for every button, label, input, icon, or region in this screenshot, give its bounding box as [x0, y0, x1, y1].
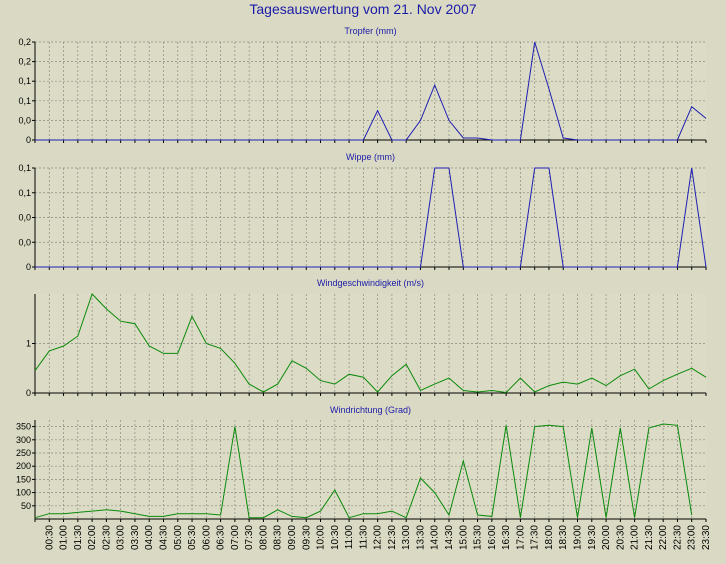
- x-tick-label: 05:30: [187, 525, 198, 550]
- x-tick-label: 22:00: [658, 525, 669, 550]
- series-line: [34, 293, 707, 394]
- x-tick-label: 21:00: [630, 525, 641, 550]
- x-tick-label: 08:30: [273, 525, 284, 550]
- x-tick-label: 07:00: [230, 525, 241, 550]
- y-tick-label: 250: [16, 448, 31, 458]
- x-tick-label: 23:00: [687, 525, 698, 550]
- x-tick-label: 05:00: [173, 525, 184, 550]
- x-tick-label: 11:30: [358, 525, 369, 550]
- y-tick-label: 100: [16, 488, 31, 498]
- x-tick-label: 09:00: [287, 525, 298, 550]
- x-tick-label: 11:00: [344, 525, 355, 550]
- plot-background: [35, 294, 706, 393]
- series-line: [35, 167, 707, 268]
- y-tick-label: 0,1: [18, 163, 31, 173]
- x-tick-label: 20:30: [615, 525, 626, 550]
- x-tick-label: 01:30: [73, 525, 84, 550]
- x-tick-label: 00:30: [44, 525, 55, 550]
- y-tick-label: 200: [16, 461, 31, 471]
- panel-title: Windrichtung (Grad): [330, 405, 411, 415]
- x-tick-label: 14:00: [430, 525, 441, 550]
- y-tick-label: 0,1: [18, 96, 31, 106]
- y-tick-label: 0,0: [18, 213, 31, 223]
- y-tick-label: 300: [16, 435, 31, 445]
- x-tick-label: 01:00: [59, 525, 70, 550]
- x-tick-label: 02:30: [101, 525, 112, 550]
- plot-background: [35, 168, 706, 267]
- y-tick-label: 0: [26, 135, 31, 145]
- y-tick-label: 50: [21, 501, 31, 511]
- x-tick-label: 16:30: [501, 525, 512, 550]
- x-tick-label: 04:00: [144, 525, 155, 550]
- x-tick-label: 16:00: [487, 525, 498, 550]
- y-tick-label: 1: [26, 339, 31, 349]
- y-tick-label: 150: [16, 474, 31, 484]
- y-tick-label: 0,1: [18, 76, 31, 86]
- x-tick-label: 22:30: [672, 525, 683, 550]
- x-tick-label: 07:30: [244, 525, 255, 550]
- x-tick-label: 15:00: [458, 525, 469, 550]
- y-tick-label: 0,0: [18, 115, 31, 125]
- x-tick-label: 06:00: [201, 525, 212, 550]
- x-tick-label: 03:30: [130, 525, 141, 550]
- x-tick-label: 10:00: [316, 525, 327, 550]
- x-tick-label: 14:30: [444, 525, 455, 550]
- y-tick-label: 0,1: [18, 188, 31, 198]
- x-tick-label: 17:00: [515, 525, 526, 550]
- panel-title: Windgeschwindigkeit (m/s): [317, 278, 424, 288]
- x-tick-label: 10:30: [330, 525, 341, 550]
- x-tick-label: 09:30: [301, 525, 312, 550]
- x-tick-label: 04:30: [158, 525, 169, 550]
- y-tick-label: 350: [16, 422, 31, 432]
- x-tick-label: 21:30: [644, 525, 655, 550]
- page-title: Tagesauswertung vom 21. Nov 2007: [249, 1, 477, 17]
- x-tick-label: 08:00: [258, 525, 269, 550]
- panel-title: Tropfer (mm): [344, 26, 396, 36]
- x-tick-label: 18:00: [544, 525, 555, 550]
- x-tick-label: 19:00: [573, 525, 584, 550]
- x-tick-label: 15:30: [473, 525, 484, 550]
- y-tick-label: 0,2: [18, 57, 31, 67]
- x-tick-label: 06:30: [216, 525, 227, 550]
- series-line: [34, 423, 693, 519]
- x-tick-label: 03:00: [116, 525, 127, 550]
- x-tick-label: 20:00: [601, 525, 612, 550]
- x-tick-label: 19:30: [587, 525, 598, 550]
- x-tick-label: 17:30: [530, 525, 541, 550]
- x-tick-label: 18:30: [558, 525, 569, 550]
- y-tick-label: 0: [26, 262, 31, 272]
- plot-background: [35, 420, 706, 519]
- x-tick-label: 13:00: [401, 525, 412, 550]
- panel-title: Wippe (mm): [346, 152, 395, 162]
- x-tick-label: 12:30: [387, 525, 398, 550]
- x-tick-label: 23:30: [701, 525, 712, 550]
- x-tick-label: 12:00: [373, 525, 384, 550]
- x-tick-label: 13:30: [415, 525, 426, 550]
- x-tick-label: 02:00: [87, 525, 98, 550]
- y-tick-label: 0,0: [18, 237, 31, 247]
- plot-background: [35, 42, 706, 140]
- y-tick-label: 0: [26, 388, 31, 398]
- series-line: [35, 41, 707, 141]
- y-tick-label: 0,2: [18, 37, 31, 47]
